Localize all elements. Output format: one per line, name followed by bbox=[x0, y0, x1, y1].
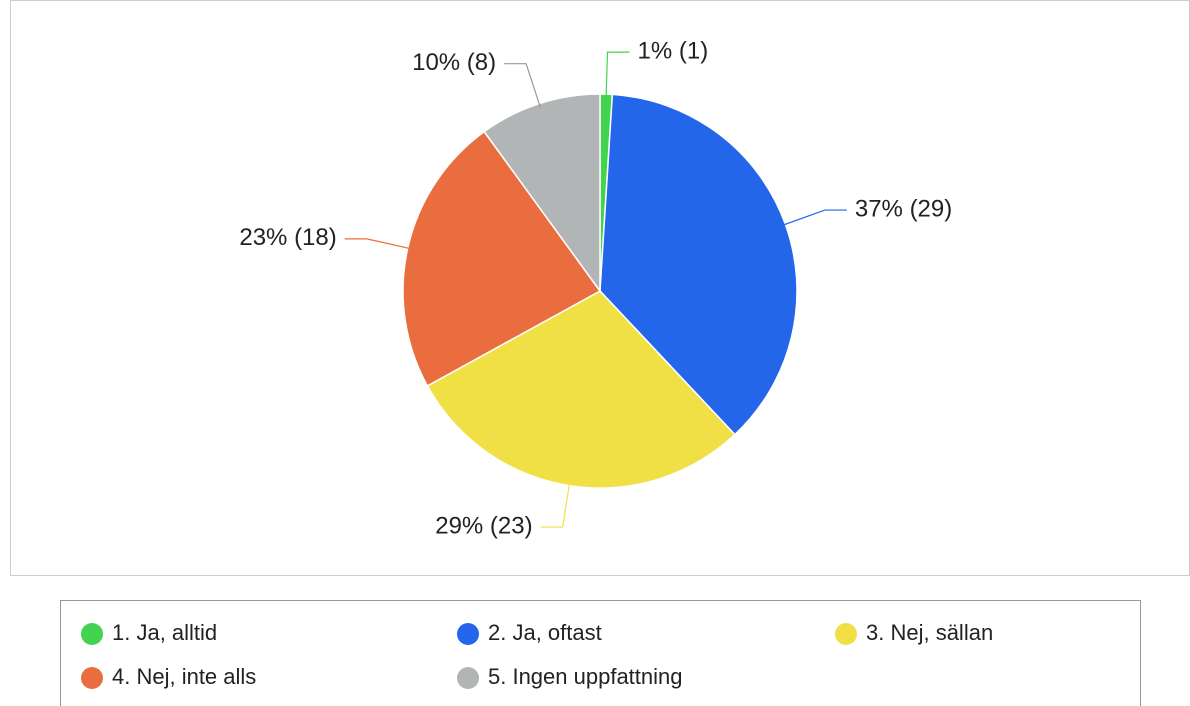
legend-label: 4. Nej, inte alls bbox=[112, 664, 256, 689]
legend-marker bbox=[457, 623, 479, 645]
leader-line bbox=[605, 51, 630, 99]
legend: 1. Ja, alltid 2. Ja, oftast 3. Nej, sällan… bbox=[81, 620, 993, 689]
legend-marker bbox=[835, 623, 857, 645]
data-label: 1% (1) bbox=[638, 37, 709, 64]
legend-marker bbox=[457, 667, 479, 689]
leader-line bbox=[504, 63, 541, 108]
leader-line bbox=[344, 238, 412, 250]
leader-line bbox=[540, 481, 571, 528]
legend-marker bbox=[81, 623, 103, 645]
legend-label: 5. Ingen uppfattning bbox=[488, 664, 683, 689]
legend-label: 2. Ja, oftast bbox=[488, 620, 602, 645]
data-label: 23% (18) bbox=[239, 224, 336, 251]
legend-label: 3. Nej, sällan bbox=[866, 620, 993, 645]
leader-line bbox=[781, 209, 847, 227]
data-label: 29% (23) bbox=[435, 512, 532, 539]
legend-marker bbox=[81, 667, 103, 689]
legend-frame bbox=[60, 600, 1141, 706]
data-label: 37% (29) bbox=[855, 195, 952, 222]
data-label: 10% (8) bbox=[412, 49, 496, 76]
legend-label: 1. Ja, alltid bbox=[112, 620, 217, 645]
